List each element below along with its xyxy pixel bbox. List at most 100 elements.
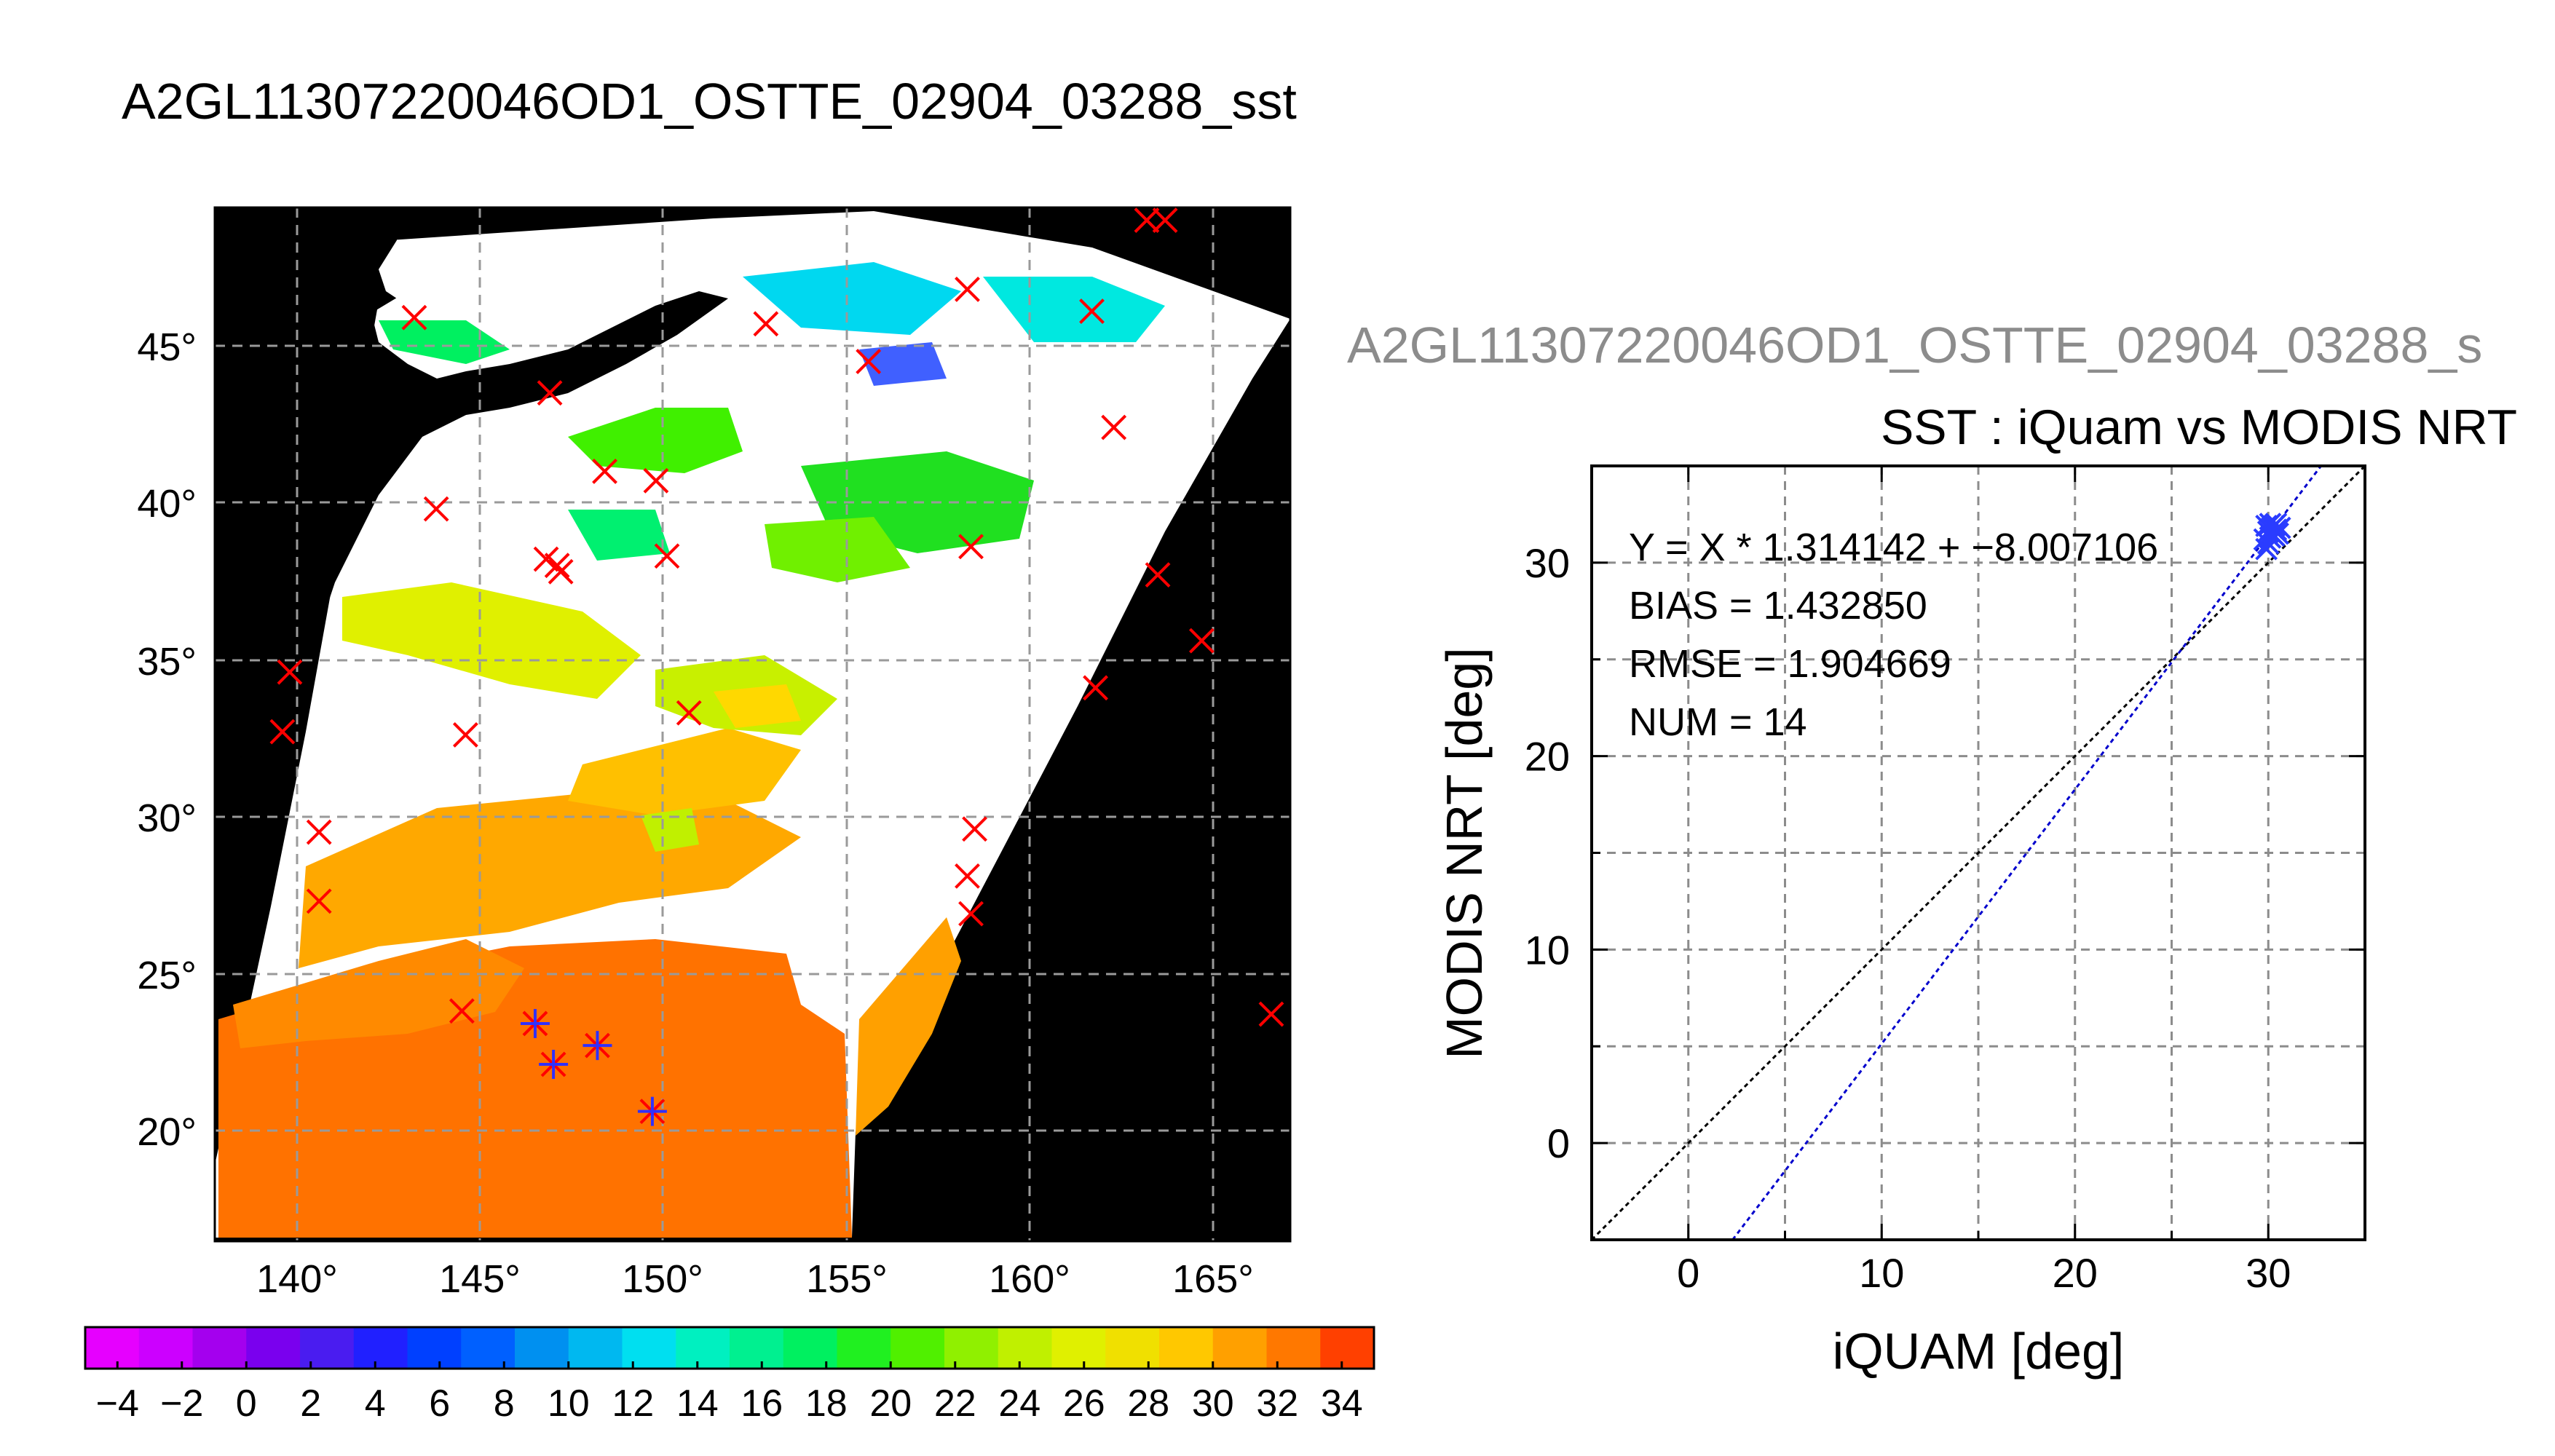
colorbar-ticks: −4 −2 0 2 4 6 8 10 12 14 16 18 20 22 24 26 28 30 32 34: [96, 1361, 1363, 1425]
red-x-marker: [955, 277, 980, 302]
colorbar-cell: [515, 1327, 569, 1369]
colorbar-cell: [85, 1327, 140, 1369]
colorbar-cell: [1159, 1327, 1214, 1369]
colorbar-tick-label: 22: [934, 1382, 976, 1425]
bias-stat: BIAS = 1.432850: [1629, 584, 1927, 628]
blue-star-marker: [539, 1049, 569, 1079]
y-tick-label: 20: [1525, 734, 1570, 780]
red-x-marker: [1083, 675, 1108, 701]
lat-label: 45°: [137, 325, 197, 369]
lon-label: 155°: [806, 1257, 888, 1301]
scatter-xlabel: iQUAM [deg]: [1833, 1323, 2125, 1380]
colorbar-tick-label: −2: [160, 1382, 203, 1425]
fit-line: [1590, 464, 2366, 1241]
colorbar-cell: [730, 1327, 784, 1369]
fit-line: [1731, 465, 2322, 1241]
colorbar-tick-label: 32: [1256, 1382, 1298, 1425]
lat-labels: 45° 40° 35° 30° 25° 20°: [137, 325, 197, 1154]
scatter-lines: [1590, 464, 2366, 1241]
land-region: [215, 207, 728, 772]
colorbar-tick-label: 4: [365, 1382, 386, 1425]
red-x-marker: [1134, 207, 1160, 234]
colorbar-cell: [1320, 1327, 1375, 1369]
colorbar-tick-label: 6: [429, 1382, 450, 1425]
colorbar-tick-label: 10: [548, 1382, 590, 1425]
scatter-title: SST : iQuam vs MODIS NRT: [1881, 400, 2517, 455]
colorbar-cells: [85, 1327, 1375, 1369]
red-x-marker: [544, 553, 570, 579]
colorbar-cell: [407, 1327, 462, 1369]
colorbar-cell: [300, 1327, 355, 1369]
y-tick-label: 0: [1547, 1120, 1570, 1166]
colorbar-tick-label: 34: [1321, 1382, 1363, 1425]
colorbar-cell: [944, 1327, 999, 1369]
scatter-overlay-title: A2GL11307220046OD1_OSTTE_02904_03288_s: [1347, 317, 2482, 373]
colorbar-tick-label: 20: [869, 1382, 912, 1425]
x-tick-label: 10: [1859, 1250, 1904, 1296]
lon-label: 145°: [439, 1257, 521, 1301]
red-x-marker: [654, 543, 680, 569]
colorbar-frame: [84, 1326, 1375, 1370]
red-x-marker: [269, 719, 296, 745]
colorbar-cell: [837, 1327, 891, 1369]
red-x-marker: [955, 863, 980, 889]
blue-star-marker: [520, 1008, 550, 1038]
y-tick-label: 10: [1525, 927, 1570, 973]
blue-star-marker: [637, 1096, 667, 1126]
scatter-grid: [1592, 466, 2365, 1240]
colorbar-cell: [461, 1327, 516, 1369]
scatter-plot: 0 10 20 30 0 10 20 30: [1525, 464, 2366, 1296]
rmse-stat: RMSE = 1.904669: [1629, 642, 1951, 686]
map-frame: [213, 206, 1292, 1243]
lat-label: 35°: [137, 640, 197, 684]
red-x-marker: [1258, 1001, 1284, 1027]
colorbar-cell: [676, 1327, 730, 1369]
colorbar-tick-label: −4: [96, 1382, 139, 1425]
colorbar-cell: [246, 1327, 301, 1369]
red-x-marker: [856, 349, 882, 374]
colorbar-cell: [192, 1327, 247, 1369]
red-x-marker: [306, 888, 332, 914]
colorbar-tick-label: 24: [998, 1382, 1040, 1425]
scatter-ylabel: MODIS NRT [deg]: [1436, 647, 1493, 1059]
colorbar-tick-label: 8: [494, 1382, 515, 1425]
colorbar-tick-label: 18: [805, 1382, 848, 1425]
num-stat: NUM = 14: [1629, 700, 1807, 744]
colorbar-tick-label: 12: [612, 1382, 654, 1425]
red-x-marker: [277, 659, 303, 685]
colorbar-cell: [1266, 1327, 1321, 1369]
lat-label: 20°: [137, 1110, 197, 1154]
map-title: A2GL11307220046OD1_OSTTE_02904_03288_sst: [122, 73, 1297, 130]
data-point: [2264, 513, 2288, 536]
red-x-marker: [1152, 207, 1178, 234]
red-x-marker: [537, 380, 563, 406]
red-x-marker: [548, 558, 574, 585]
red-x-marker: [449, 998, 475, 1024]
colorbar-tick-label: 28: [1127, 1382, 1169, 1425]
scatter-ticks: 0 10 20 30 0 10 20 30: [1525, 464, 2366, 1296]
colorbar-cell: [1051, 1327, 1106, 1369]
red-x-marker: [1079, 298, 1105, 325]
lon-label: 160°: [989, 1257, 1070, 1301]
colorbar-cell: [891, 1327, 945, 1369]
map-grid: [215, 207, 1290, 1241]
red-x-marker: [1145, 562, 1171, 588]
lon-label: 140°: [256, 1257, 338, 1301]
fit-equation: Y = X * 1.314142 + −8.007106: [1629, 526, 2158, 569]
colorbar-cell: [622, 1327, 676, 1369]
red-x-marker: [962, 816, 987, 842]
x-tick-label: 20: [2053, 1250, 2098, 1296]
sst-map: [213, 206, 1292, 1243]
sst-field: [218, 262, 1165, 1238]
y-tick-label: 30: [1525, 540, 1570, 586]
red-x-marker: [1188, 628, 1215, 654]
scatter-points: [2253, 513, 2291, 561]
colorbar-tick-label: 16: [741, 1382, 783, 1425]
red-x-marker: [592, 458, 617, 484]
hokkaido-region: [379, 240, 510, 313]
lat-label: 40°: [137, 482, 197, 526]
colorbar-cell: [1212, 1327, 1267, 1369]
colorbar-cell: [353, 1327, 408, 1369]
scatter-stats: Y = X * 1.314142 + −8.007106 BIAS = 1.43…: [1629, 526, 2158, 744]
